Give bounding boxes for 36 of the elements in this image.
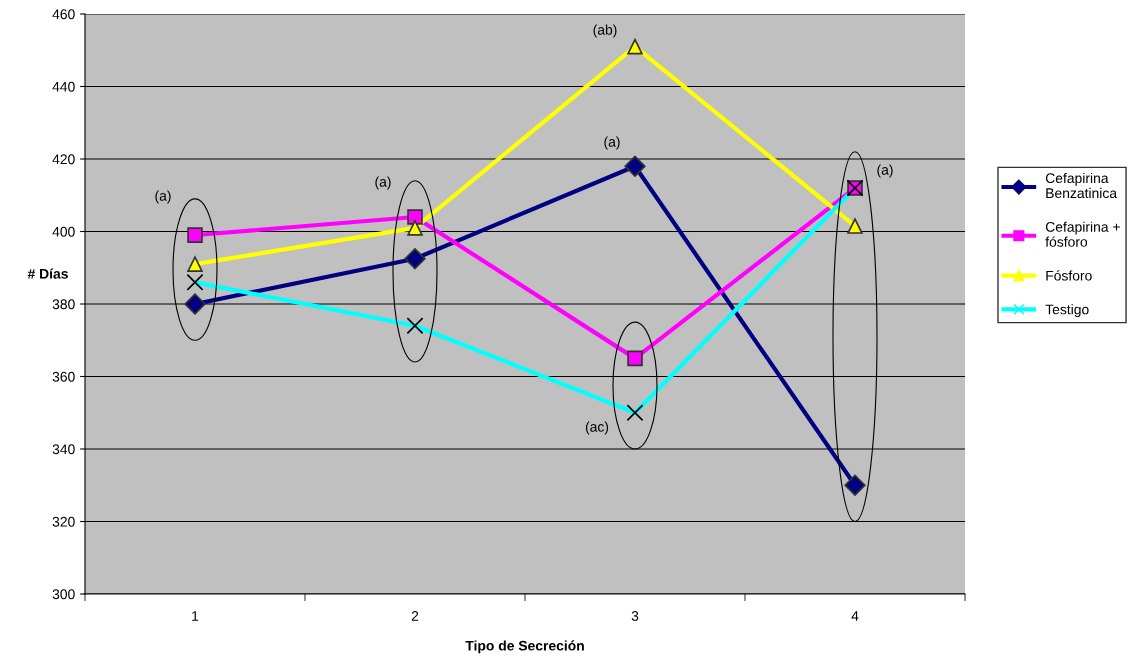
y-tick-label: 400 bbox=[52, 226, 75, 237]
y-tick-label: 420 bbox=[52, 154, 75, 165]
point bbox=[627, 350, 643, 367]
y-tick-label: 340 bbox=[52, 444, 75, 455]
point bbox=[844, 474, 866, 496]
legend-label: Testigo bbox=[1045, 304, 1089, 318]
x-tick-label: 3 bbox=[631, 611, 639, 621]
annotation: (a) bbox=[877, 164, 893, 178]
point bbox=[627, 38, 643, 55]
annotation: (ab) bbox=[593, 24, 617, 38]
y-tick-label: 300 bbox=[52, 589, 75, 600]
point bbox=[187, 256, 203, 272]
point bbox=[847, 218, 863, 234]
x-tick-label: 4 bbox=[851, 611, 859, 621]
x-tick-label: 2 bbox=[411, 611, 419, 621]
x-tick-label: 1 bbox=[192, 611, 199, 621]
legend-label: Cefapirina Benzatinica bbox=[1045, 172, 1118, 199]
point bbox=[624, 155, 646, 177]
y-tick-label: 320 bbox=[52, 516, 75, 527]
annotation: (a) bbox=[375, 176, 391, 190]
y-tick-label: 440 bbox=[52, 81, 75, 92]
y-tick-label: 460 bbox=[52, 9, 75, 20]
point bbox=[407, 209, 423, 225]
point bbox=[184, 293, 206, 315]
point bbox=[404, 248, 426, 270]
point bbox=[187, 227, 203, 243]
y-tick-label: 360 bbox=[52, 371, 75, 382]
y-axis-title: # Días bbox=[27, 268, 68, 279]
y-tick-label: 380 bbox=[52, 299, 75, 310]
legend-label: Fósforo bbox=[1046, 270, 1092, 281]
annotation: (ac) bbox=[585, 421, 609, 435]
legend-label: Cefapirina + fósforo bbox=[1045, 221, 1120, 247]
x-axis-title: Tipo de Secreción bbox=[465, 640, 584, 654]
annotation: (a) bbox=[155, 190, 171, 204]
annotation: (a) bbox=[604, 136, 620, 150]
point bbox=[407, 220, 423, 236]
